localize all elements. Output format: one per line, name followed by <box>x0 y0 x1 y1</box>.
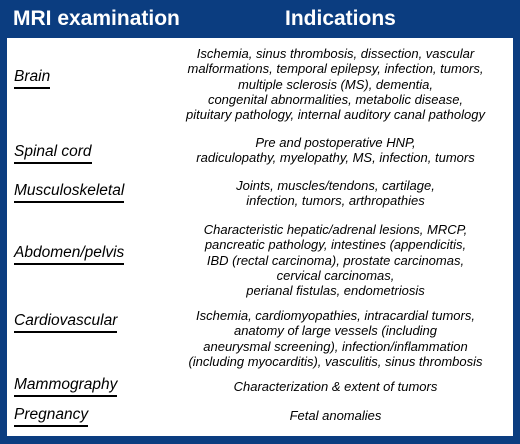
indications-cardiovascular: Ischemia, cardiomyopathies, intracardial… <box>188 308 483 369</box>
exam-label-brain: Brain <box>14 68 51 89</box>
table-body: Brain Ischemia, sinus thrombosis, dissec… <box>7 38 513 436</box>
exam-label-cardiovascular: Cardiovascular <box>14 312 118 333</box>
exam-label-mammography: Mammography <box>14 376 118 397</box>
table-header: MRI examination Indications <box>0 0 520 38</box>
header-mri-examination: MRI examination <box>13 7 180 30</box>
exam-label-musculoskeletal: Musculoskeletal <box>14 182 125 203</box>
indications-musculoskeletal: Joints, muscles/tendons, cartilage, infe… <box>236 178 435 209</box>
exam-label-pregnancy: Pregnancy <box>14 406 89 427</box>
exam-label-abdomen-pelvis: Abdomen/pelvis <box>14 244 125 265</box>
indications-abdomen-pelvis: Characteristic hepatic/adrenal lesions, … <box>203 222 468 299</box>
indications-mammography: Characterization & extent of tumors <box>233 379 438 394</box>
indications-spinal-cord: Pre and postoperative HNP, radiculopathy… <box>196 135 475 166</box>
exam-label-spinal-cord: Spinal cord <box>14 143 92 164</box>
indications-brain: Ischemia, sinus thrombosis, dissection, … <box>186 46 485 123</box>
indications-pregnancy: Fetal anomalies <box>289 408 382 423</box>
header-indications: Indications <box>285 7 396 30</box>
